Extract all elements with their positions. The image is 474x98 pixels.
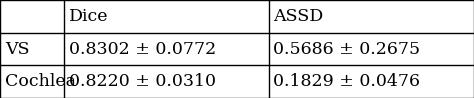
Text: 0.8302 ± 0.0772: 0.8302 ± 0.0772: [69, 40, 216, 58]
Text: Dice: Dice: [69, 8, 108, 25]
Text: 0.1829 ± 0.0476: 0.1829 ± 0.0476: [273, 73, 420, 90]
Text: Cochlea: Cochlea: [5, 73, 76, 90]
Text: 0.5686 ± 0.2675: 0.5686 ± 0.2675: [273, 40, 420, 58]
Text: VS: VS: [5, 40, 29, 58]
Text: 0.8220 ± 0.0310: 0.8220 ± 0.0310: [69, 73, 216, 90]
Text: ASSD: ASSD: [273, 8, 324, 25]
